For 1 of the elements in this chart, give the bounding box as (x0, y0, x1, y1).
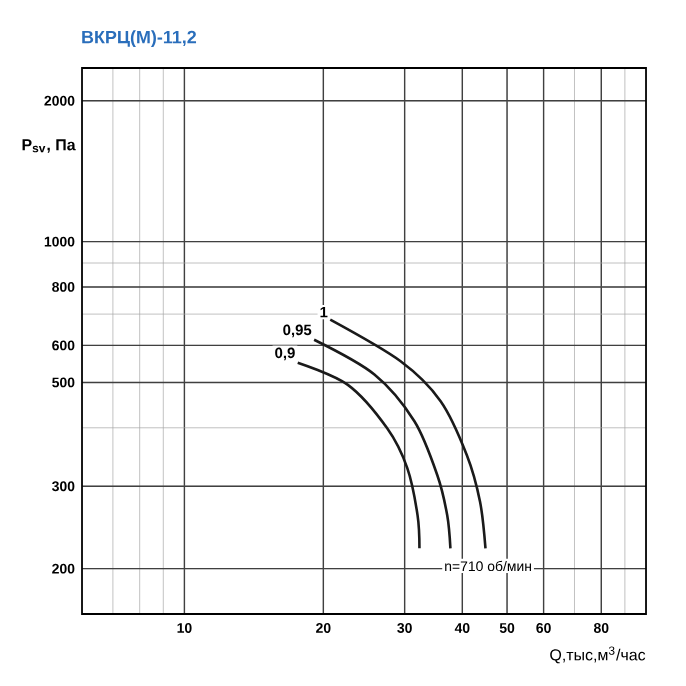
chart-title: ВКРЦ(М)-11,2 (82, 30, 197, 47)
